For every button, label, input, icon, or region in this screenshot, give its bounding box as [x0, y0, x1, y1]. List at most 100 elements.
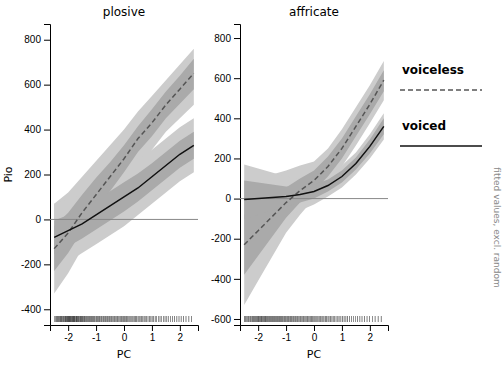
rug-tick — [87, 316, 88, 322]
rug-tick — [77, 316, 78, 322]
rug-tick — [146, 316, 147, 322]
legend-swatch — [400, 89, 482, 91]
rug-tick — [148, 316, 149, 322]
y-axis: -600-400-2000200400600800 — [211, 25, 241, 326]
rug-tick — [255, 316, 256, 322]
rug-tick — [68, 316, 69, 322]
rug-tick — [127, 316, 128, 322]
outer-band — [244, 61, 384, 305]
rug-tick — [297, 316, 298, 322]
rug-tick — [56, 316, 57, 322]
rug-tick — [301, 316, 302, 322]
rug-tick — [283, 316, 284, 322]
rug-tick — [174, 316, 175, 322]
rug-tick — [121, 316, 122, 322]
y-tick-label: 200 — [24, 169, 41, 180]
rug-tick — [139, 316, 140, 322]
rug-tick — [158, 316, 159, 322]
rug-tick — [295, 316, 296, 322]
y-axis: -400-2000200400600800 — [21, 25, 51, 326]
y-tick-mark — [234, 78, 240, 79]
rug-tick — [170, 316, 171, 322]
x-axis: -2-1012 — [51, 325, 199, 343]
rug-tick — [298, 316, 299, 322]
y-tick: -400 — [211, 274, 240, 285]
rug-tick — [83, 316, 84, 322]
y-tick-mark — [234, 319, 240, 320]
rug-tick — [300, 316, 301, 322]
rug-tick — [281, 316, 282, 322]
y-tick-mark — [234, 118, 240, 119]
y-tick: 800 — [214, 33, 240, 44]
rug-tick — [258, 316, 259, 322]
rug-tick — [82, 316, 83, 322]
rug-tick — [261, 316, 262, 322]
rug-tick — [84, 316, 85, 322]
inner-band — [54, 132, 194, 254]
y-tick-label: 0 — [225, 193, 231, 204]
rug-tick — [252, 316, 253, 322]
rug-tick — [265, 316, 266, 322]
x-tick-mark — [370, 325, 371, 331]
y-tick-label: 400 — [24, 124, 41, 135]
rug-tick — [62, 316, 63, 322]
rug-tick — [60, 316, 61, 322]
rug-tick — [65, 316, 66, 322]
rug-tick — [342, 316, 343, 322]
inner-band — [54, 59, 194, 271]
y-tick: 400 — [24, 124, 50, 135]
rug-tick — [262, 316, 263, 322]
rug-tick — [118, 316, 119, 322]
rug-tick — [291, 316, 292, 322]
rug-tick — [179, 316, 180, 322]
y-tick-label: -200 — [211, 233, 231, 244]
rug-tick — [61, 316, 62, 322]
x-tick-label: -1 — [92, 332, 101, 343]
y-axis-line — [234, 25, 241, 326]
series-line — [54, 73, 194, 248]
rug-tick — [295, 316, 296, 322]
rug-tick — [101, 316, 102, 322]
inner-band — [244, 70, 384, 275]
y-tick: 600 — [214, 73, 240, 84]
x-tick-label: 1 — [340, 332, 346, 343]
rug-tick — [99, 316, 100, 322]
rug-tick — [109, 316, 110, 322]
x-tick-mark — [258, 325, 259, 331]
x-tick-label: -2 — [64, 332, 73, 343]
rug-tick — [334, 316, 335, 322]
y-tick-mark — [234, 239, 240, 240]
rug-tick — [267, 316, 268, 322]
rug-tick — [280, 316, 281, 322]
plot-area — [50, 49, 198, 322]
rug-tick — [128, 316, 129, 322]
rug-tick — [62, 316, 63, 322]
rug-tick — [120, 316, 121, 322]
rug-tick — [160, 316, 161, 322]
rug-tick — [98, 316, 99, 322]
rug-tick — [344, 316, 345, 322]
title: affricate — [289, 5, 339, 19]
rug-tick — [95, 316, 96, 322]
y-tick-label: 400 — [214, 113, 231, 124]
rug-tick — [271, 316, 272, 322]
inner-band — [244, 118, 384, 218]
legend: voicelessvoiced — [400, 63, 482, 147]
rug-tick — [300, 316, 301, 322]
rug-tick — [306, 316, 307, 322]
rug-tick — [73, 316, 74, 322]
y-tick: 0 — [225, 193, 240, 204]
rug-tick — [312, 316, 313, 322]
y-tick: 0 — [35, 214, 50, 225]
rug-tick — [79, 316, 80, 322]
rug-tick — [114, 316, 115, 322]
rug-tick — [282, 316, 283, 322]
rug-tick — [129, 316, 130, 322]
rug-tick — [78, 316, 79, 322]
legend-swatch — [400, 145, 482, 147]
rug-tick — [132, 316, 133, 322]
rug-tick — [81, 316, 82, 322]
rug-tick — [136, 316, 137, 322]
outer-band — [54, 49, 194, 294]
rug-tick — [104, 316, 105, 322]
